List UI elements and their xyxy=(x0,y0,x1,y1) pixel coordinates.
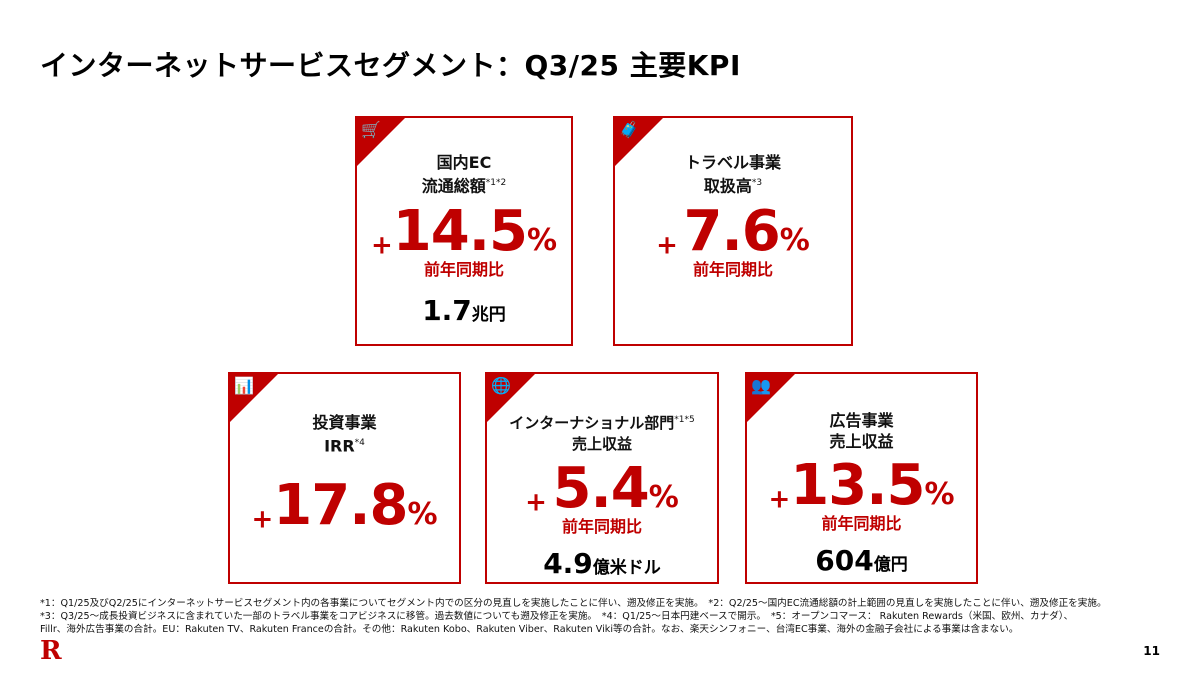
globe-icon: 🌐 xyxy=(491,376,511,395)
kpi-label: インターナショナル部門*1*5 売上収益 xyxy=(509,414,695,453)
yoy-label: 前年同期比 xyxy=(561,517,642,536)
audience-icon: 👥 xyxy=(751,376,771,395)
bar-chart-icon: 📊 xyxy=(234,376,254,395)
suitcase-icon: 🧳 xyxy=(619,120,639,139)
kpi-amount: 4.9億米ドル xyxy=(543,547,661,580)
kpi-card-international: 🌐 インターナショナル部門*1*5 売上収益 + 5.4% 前年同期比 4.9億米… xyxy=(485,372,719,584)
kpi-card-travel: 🧳 トラベル事業 取扱高*3 + 7.6% 前年同期比 xyxy=(613,116,853,346)
page-number: 11 xyxy=(1143,644,1160,658)
kpi-amount: 1.7兆円 xyxy=(422,294,506,328)
kpi-label: 広告事業 売上収益 xyxy=(829,411,894,451)
kpi-label: 国内EC 流通総額*1*2 xyxy=(421,153,507,196)
yoy-label: 前年同期比 xyxy=(821,514,902,533)
rakuten-logo: R xyxy=(40,636,62,666)
kpi-card-domestic-ec: 🛒 国内EC 流通総額*1*2 +14.5% 前年同期比 1.7兆円 xyxy=(355,116,573,346)
kpi-amount: 604億円 xyxy=(815,544,908,577)
footnote-line: Fillr、海外広告事業の合計。EU：Rakuten TV、Rakuten Fr… xyxy=(40,624,1019,635)
kpi-value: +17.8% xyxy=(251,473,438,539)
kpi-label: トラベル事業 取扱高*3 xyxy=(684,153,781,196)
page-title: インターネットサービスセグメント：Q3/25 主要KPI xyxy=(40,49,741,82)
yoy-label: 前年同期比 xyxy=(692,260,773,280)
footnotes: *1：Q1/25及びQ2/25にインターネットサービスセグメント内の各事業につい… xyxy=(40,597,1170,636)
footnote-line: *1：Q1/25及びQ2/25にインターネットサービスセグメント内の各事業につい… xyxy=(40,598,1107,609)
yoy-label: 前年同期比 xyxy=(423,260,504,280)
footnote-line: *3：Q3/25～成長投資ビジネスに含まれていた一部のトラベル事業をコアビジネス… xyxy=(40,611,1074,622)
kpi-label: 投資事業 IRR*4 xyxy=(312,413,377,456)
kpi-value: +13.5% xyxy=(768,453,955,518)
kpi-card-advertising: 👥 広告事業 売上収益 +13.5% 前年同期比 604億円 xyxy=(745,372,978,584)
kpi-value: +14.5% xyxy=(370,199,558,265)
kpi-card-investment: 📊 投資事業 IRR*4 +17.8% xyxy=(228,372,461,584)
shopping-cart-icon: 🛒 xyxy=(361,120,381,139)
kpi-value: + 7.6% xyxy=(656,199,810,265)
kpi-value: + 5.4% xyxy=(525,456,679,521)
